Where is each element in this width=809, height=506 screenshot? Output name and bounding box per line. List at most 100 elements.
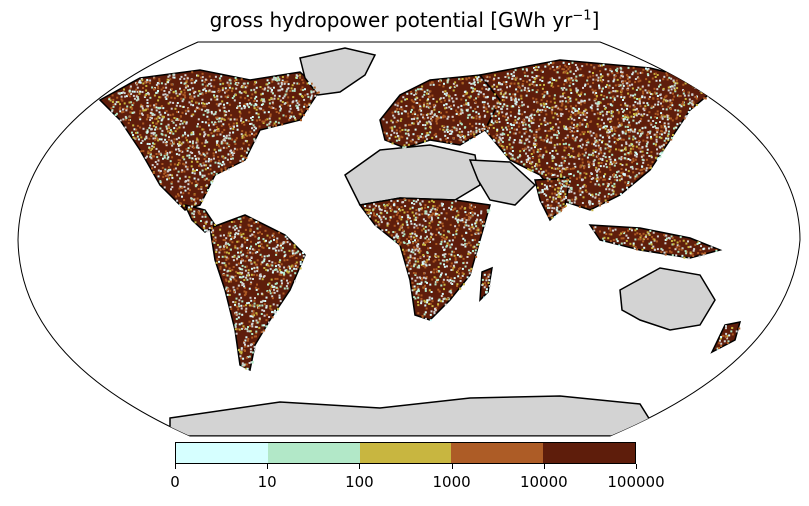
raster-cell <box>208 75 211 78</box>
raster-cell <box>467 114 470 117</box>
raster-cell <box>627 158 630 160</box>
raster-cell <box>191 79 194 82</box>
raster-cell <box>228 243 231 246</box>
raster-cell <box>149 119 152 121</box>
raster-cell <box>452 100 455 103</box>
raster-cell <box>287 83 290 86</box>
raster-cell <box>224 156 227 159</box>
raster-cell <box>464 126 467 129</box>
raster-cell <box>228 294 231 296</box>
raster-cell <box>176 174 179 177</box>
raster-cell <box>286 76 289 79</box>
raster-cell <box>236 105 239 108</box>
raster-cell <box>395 121 398 124</box>
raster-cell <box>645 169 648 172</box>
raster-cell <box>673 87 676 90</box>
raster-cell <box>297 109 300 111</box>
raster-cell <box>647 84 650 87</box>
raster-cell <box>193 92 196 95</box>
raster-cell <box>157 159 160 162</box>
raster-cell <box>144 94 147 97</box>
raster-cell <box>141 139 144 142</box>
raster-cell <box>663 75 666 78</box>
raster-cell <box>537 108 539 111</box>
raster-cell <box>154 138 157 141</box>
raster-cell <box>263 314 266 317</box>
raster-cell <box>249 251 252 254</box>
raster-cell <box>478 116 481 119</box>
raster-cell <box>400 218 403 221</box>
raster-cell <box>237 232 240 235</box>
raster-cell <box>446 131 449 133</box>
raster-cell <box>466 261 469 264</box>
raster-cell <box>396 211 399 214</box>
raster-cell <box>616 90 619 93</box>
raster-cell <box>617 170 620 173</box>
raster-cell <box>419 207 422 210</box>
raster-cell <box>170 181 173 184</box>
raster-cell <box>569 186 572 189</box>
raster-cell <box>559 170 562 173</box>
raster-cell <box>553 106 556 108</box>
raster-cell <box>196 140 199 143</box>
raster-cell <box>605 160 608 163</box>
raster-cell <box>244 363 247 366</box>
raster-cell <box>530 153 533 155</box>
raster-cell <box>586 138 589 141</box>
raster-cell <box>243 327 246 330</box>
raster-cell <box>632 129 635 132</box>
raster-cell <box>253 133 256 136</box>
raster-cell <box>410 108 413 111</box>
raster-cell <box>522 122 525 125</box>
raster-cell <box>443 265 446 268</box>
raster-cell <box>440 273 442 276</box>
raster-cell <box>416 247 419 250</box>
raster-cell <box>298 74 301 77</box>
raster-cell <box>609 168 612 171</box>
raster-cell <box>691 93 694 96</box>
raster-cell <box>191 170 194 173</box>
raster-cell <box>580 74 583 77</box>
raster-cell <box>411 202 413 205</box>
raster-cell <box>295 261 298 264</box>
raster-cell <box>189 145 192 147</box>
raster-cell <box>407 244 410 247</box>
raster-cell <box>248 258 251 261</box>
raster-cell <box>242 142 245 145</box>
raster-cell <box>287 266 290 269</box>
raster-cell <box>654 103 657 106</box>
raster-cell <box>571 108 574 111</box>
raster-cell <box>261 233 263 235</box>
raster-cell <box>656 97 659 100</box>
raster-cell <box>275 251 278 254</box>
raster-cell <box>472 87 474 90</box>
raster-cell <box>416 213 419 216</box>
raster-cell <box>276 237 279 240</box>
raster-cell <box>494 104 496 107</box>
raster-cell <box>669 85 672 88</box>
raster-cell <box>417 249 420 252</box>
raster-cell <box>247 344 250 347</box>
raster-cell <box>252 342 255 345</box>
raster-cell <box>667 125 670 128</box>
raster-cell <box>561 68 564 71</box>
raster-cell <box>226 293 229 296</box>
raster-cell <box>598 204 601 207</box>
raster-cell <box>495 107 497 110</box>
raster-cell <box>435 234 438 236</box>
raster-cell <box>443 297 446 300</box>
raster-cell <box>576 89 579 92</box>
raster-cell <box>260 99 263 102</box>
raster-cell <box>668 130 670 133</box>
raster-cell <box>550 140 553 143</box>
raster-cell <box>273 247 276 250</box>
raster-cell <box>171 144 174 147</box>
raster-cell <box>263 260 266 262</box>
raster-cell <box>512 93 515 96</box>
raster-cell <box>597 183 600 186</box>
raster-cell <box>674 109 677 112</box>
raster-cell <box>658 136 661 139</box>
raster-cell <box>246 82 249 85</box>
raster-cell <box>456 219 459 222</box>
raster-cell <box>271 316 274 319</box>
